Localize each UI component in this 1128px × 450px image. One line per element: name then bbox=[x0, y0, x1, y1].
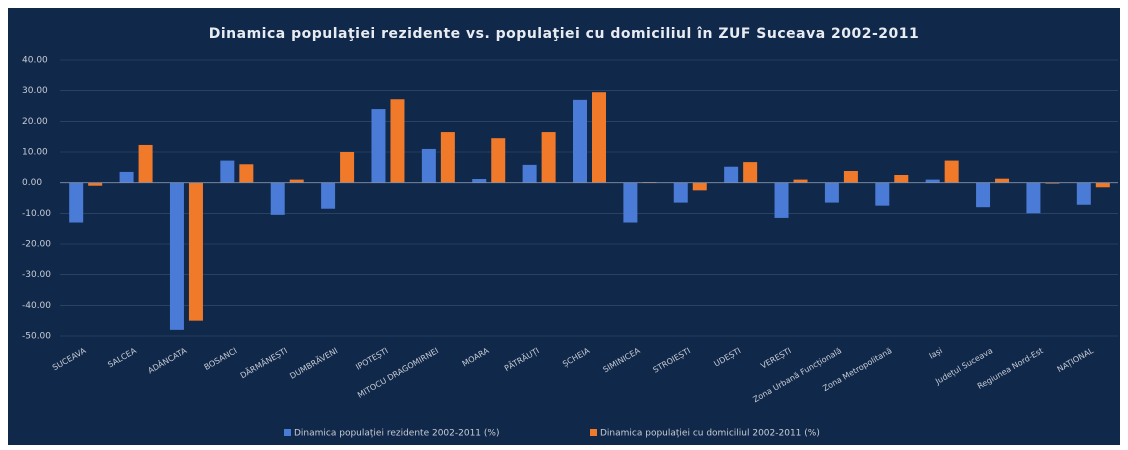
bar bbox=[875, 182, 890, 206]
bar bbox=[1095, 182, 1110, 188]
bar bbox=[119, 171, 134, 183]
legend-label: Dinamica populației cu domiciliul 2002-2… bbox=[600, 429, 820, 439]
bar bbox=[188, 182, 203, 321]
bar bbox=[371, 109, 386, 183]
y-tick-label: 0.00 bbox=[22, 178, 42, 188]
bar bbox=[421, 148, 436, 183]
chart-title: Dinamica populaţiei rezidente vs. popula… bbox=[209, 26, 920, 42]
legend-label: Dinamica populației rezidente 2002-2011 … bbox=[294, 429, 499, 439]
legend-swatch bbox=[284, 429, 291, 436]
bar bbox=[843, 171, 858, 183]
bar bbox=[623, 182, 638, 223]
y-tick-label: -50.00 bbox=[22, 332, 51, 342]
bar bbox=[793, 179, 808, 183]
y-tick-label: 40.00 bbox=[22, 56, 48, 66]
bar bbox=[491, 138, 506, 183]
legend-swatch bbox=[590, 429, 597, 436]
bar bbox=[169, 182, 184, 330]
bar bbox=[440, 132, 455, 183]
bar bbox=[976, 182, 991, 208]
bar bbox=[592, 92, 606, 183]
bar bbox=[673, 182, 688, 203]
bar bbox=[270, 182, 285, 215]
bar bbox=[774, 182, 789, 218]
bar bbox=[289, 179, 304, 183]
bar bbox=[573, 99, 587, 183]
bar bbox=[1045, 182, 1060, 184]
bar bbox=[944, 160, 959, 183]
y-tick-label: 30.00 bbox=[22, 86, 48, 96]
bar bbox=[69, 182, 84, 223]
y-tick-label: -10.00 bbox=[22, 209, 51, 219]
bar bbox=[321, 182, 336, 209]
bar bbox=[692, 182, 707, 191]
bar bbox=[522, 164, 537, 183]
bar bbox=[824, 182, 839, 203]
y-tick-label: -20.00 bbox=[22, 240, 51, 250]
bar bbox=[724, 166, 739, 183]
bar bbox=[88, 182, 103, 186]
bar bbox=[541, 132, 556, 183]
bar bbox=[390, 99, 405, 183]
y-tick-label: 10.00 bbox=[22, 148, 48, 158]
y-tick-label: -40.00 bbox=[22, 301, 51, 311]
bar bbox=[1026, 182, 1041, 214]
bar bbox=[220, 160, 235, 183]
bar bbox=[138, 144, 153, 183]
bar bbox=[239, 164, 254, 183]
y-tick-label: -30.00 bbox=[22, 270, 51, 280]
bar bbox=[995, 178, 1010, 183]
y-tick-label: 20.00 bbox=[22, 117, 48, 127]
bar bbox=[472, 178, 487, 183]
bar bbox=[743, 162, 758, 183]
bar bbox=[340, 152, 355, 183]
bar bbox=[925, 179, 940, 183]
bar bbox=[894, 175, 909, 183]
bar bbox=[1076, 182, 1091, 205]
